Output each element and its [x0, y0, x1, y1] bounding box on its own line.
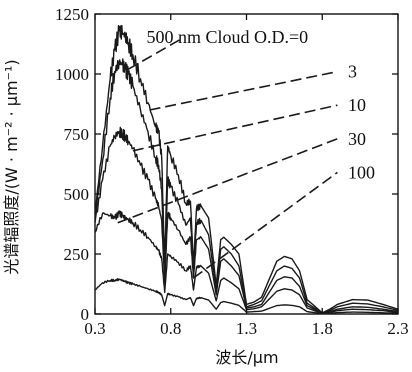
series-line-30 [94, 210, 399, 315]
y-tick-label: 500 [64, 185, 90, 204]
leader-line-30 [117, 138, 338, 224]
x-tick-label: 1.8 [312, 319, 333, 338]
leader-line-10 [132, 104, 338, 152]
leader-line-3 [149, 70, 338, 111]
annotation-label-0: 500 nm Cloud O.D.=0 [147, 27, 309, 47]
y-tick-label: 750 [64, 125, 90, 144]
annotation-label-30: 30 [348, 129, 366, 149]
irradiance-curves [94, 24, 399, 315]
annotations: 500 nm Cloud O.D.=0 3 10 30 100 [147, 27, 375, 183]
x-tick-label: 0.3 [84, 319, 105, 338]
y-axis-ticks: 0 250 500 750 1000 1250 [55, 5, 398, 324]
annotation-label-100: 100 [348, 162, 375, 182]
annotation-label-10: 10 [348, 95, 366, 115]
x-tick-label: 2.3 [387, 319, 408, 338]
series-line-3 [94, 58, 399, 314]
series-line-10 [94, 126, 399, 314]
x-axis-ticks: 0.3 0.8 1.3 1.8 2.3 [84, 14, 409, 338]
y-tick-label: 0 [81, 305, 90, 324]
leader-line-0 [127, 37, 184, 70]
y-tick-label: 250 [64, 245, 90, 264]
y-tick-label: 1250 [55, 5, 89, 24]
leader-line-100 [193, 171, 338, 279]
x-axis-title: 波长/μm [215, 348, 278, 367]
x-tick-label: 0.8 [160, 319, 181, 338]
annotation-leaders [117, 37, 338, 279]
series-line-100 [94, 278, 399, 315]
x-tick-label: 1.3 [236, 319, 257, 338]
y-tick-label: 1000 [55, 65, 89, 84]
annotation-label-3: 3 [348, 62, 357, 82]
y-axis-title: 光谱辐照度/(W · m⁻² · μm⁻¹) [2, 59, 21, 274]
series-line-0 [94, 24, 399, 314]
